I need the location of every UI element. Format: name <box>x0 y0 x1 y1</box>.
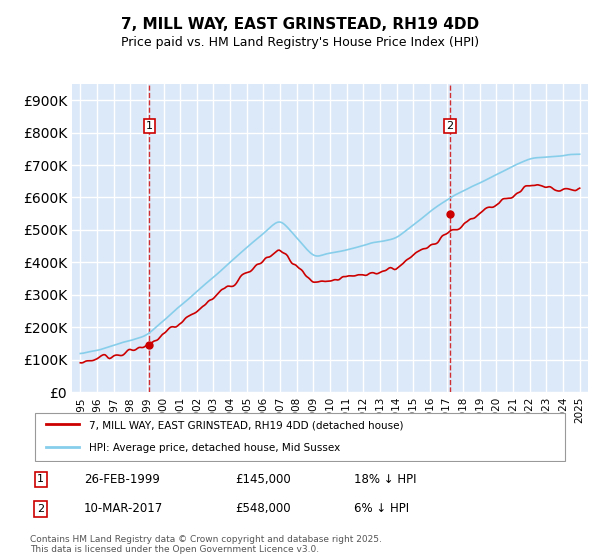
Text: £548,000: £548,000 <box>235 502 291 515</box>
Text: 7, MILL WAY, EAST GRINSTEAD, RH19 4DD (detached house): 7, MILL WAY, EAST GRINSTEAD, RH19 4DD (d… <box>89 420 404 430</box>
Text: 18% ↓ HPI: 18% ↓ HPI <box>354 473 416 486</box>
Text: HPI: Average price, detached house, Mid Sussex: HPI: Average price, detached house, Mid … <box>89 443 341 453</box>
Text: 7, MILL WAY, EAST GRINSTEAD, RH19 4DD: 7, MILL WAY, EAST GRINSTEAD, RH19 4DD <box>121 17 479 32</box>
Text: 10-MAR-2017: 10-MAR-2017 <box>84 502 163 515</box>
Text: 2: 2 <box>37 504 44 514</box>
Text: Price paid vs. HM Land Registry's House Price Index (HPI): Price paid vs. HM Land Registry's House … <box>121 36 479 49</box>
Text: 2: 2 <box>446 121 454 131</box>
Text: 1: 1 <box>37 474 44 484</box>
FancyBboxPatch shape <box>35 413 565 461</box>
Text: 6% ↓ HPI: 6% ↓ HPI <box>354 502 409 515</box>
Text: 1: 1 <box>146 121 153 131</box>
Text: £145,000: £145,000 <box>235 473 291 486</box>
Text: 26-FEB-1999: 26-FEB-1999 <box>84 473 160 486</box>
Text: Contains HM Land Registry data © Crown copyright and database right 2025.
This d: Contains HM Land Registry data © Crown c… <box>30 535 382 554</box>
